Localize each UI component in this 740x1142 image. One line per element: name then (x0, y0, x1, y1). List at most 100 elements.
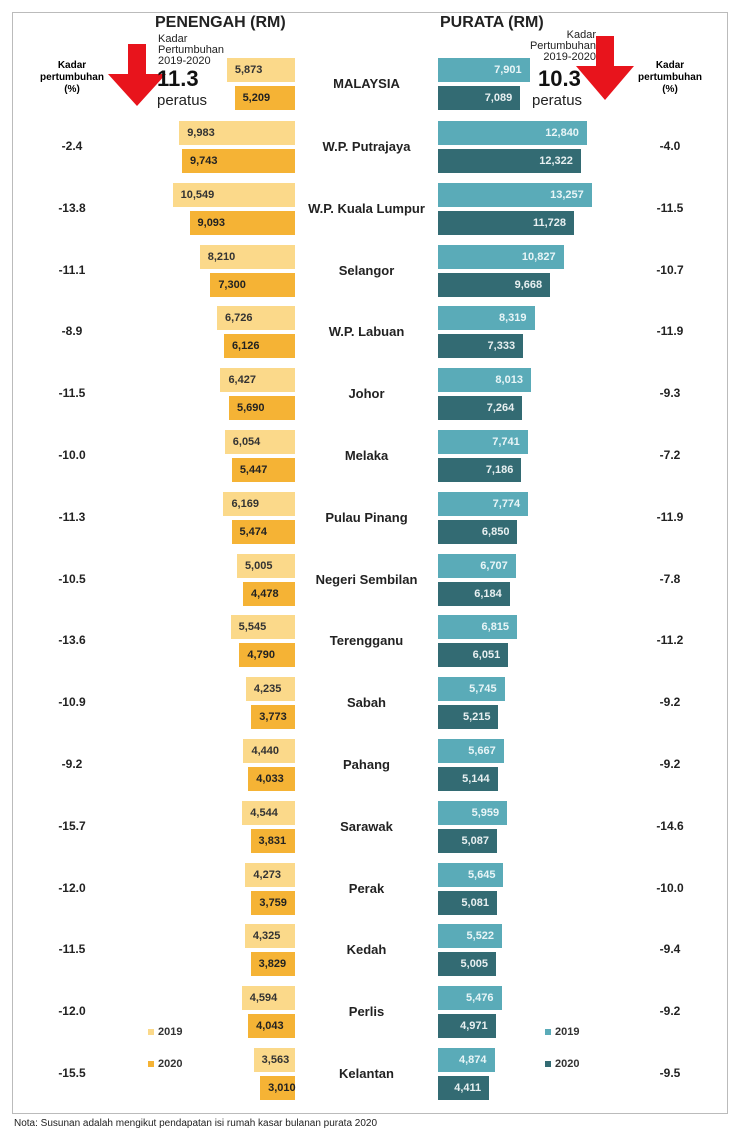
median-2019-bar: 5,005 (236, 553, 295, 578)
category-label: Melaka (344, 448, 389, 463)
mean-2020-bar: 4,411 (438, 1076, 490, 1100)
category-label: Negeri Sembilan (315, 571, 418, 587)
median-2019-bar: 6,169 (223, 491, 295, 516)
legend-swatch (545, 1029, 551, 1036)
category-label: Kelantan (339, 1066, 394, 1081)
median-2020-bar: 3,831 (250, 828, 295, 853)
legend-swatch (148, 1061, 154, 1068)
mean-2019-bar: 8,319 (438, 306, 535, 331)
median-2019-bar: 6,726 (216, 306, 295, 331)
median-2020-bar: 7,300 (210, 272, 295, 297)
median-2019-bar: 4,594 (241, 986, 295, 1011)
mean-2020-bar: 6,850 (438, 519, 518, 544)
category-label: Selangor (338, 262, 395, 278)
growth-header-right: Kadar pertumbuhan (%) (638, 60, 702, 95)
median-growth-value: -13.6 (58, 633, 86, 648)
median-2020-bar: 4,043 (248, 1014, 295, 1039)
mean-growth-value: -10.7 (656, 262, 684, 277)
category-label: Johor (348, 386, 385, 402)
median-2020-bar: 3,759 (251, 890, 295, 915)
mean-2019-bar: 5,476 (438, 986, 502, 1011)
mean-2019-bar: 5,745 (438, 677, 505, 702)
mean-growth-value: -11.9 (656, 509, 684, 524)
mean-growth-value: -10.0 (656, 880, 684, 895)
legend-label: 2020 (555, 1058, 580, 1070)
mean-2020-bar: 7,333 (438, 334, 524, 359)
legend-swatch (148, 1029, 154, 1036)
median-2020-bar: 5,474 (231, 519, 295, 544)
legend-mean-2019: 2019 (545, 1026, 579, 1038)
mean-growth-value: -11.2 (656, 633, 684, 648)
headline-left-unit: peratus (157, 92, 208, 109)
median-2020-bar: 3,010 (260, 1076, 296, 1100)
median-growth-value: -12.0 (58, 880, 86, 895)
median-growth-value: -10.5 (58, 571, 86, 586)
mean-2020-bar: 5,005 (438, 952, 497, 977)
mean-title: PURATA (RM) (440, 14, 544, 31)
headline-left-value: 11.3 (157, 66, 199, 91)
chart-frame (12, 12, 728, 1114)
median-growth-value: -11.1 (58, 262, 86, 277)
mean-2019-bar: 6,707 (438, 553, 516, 578)
legend-label: 2020 (158, 1058, 183, 1070)
mean-growth-value: -9.2 (659, 695, 681, 710)
median-2019-bar: 4,235 (245, 677, 295, 702)
median-growth-value: -15.7 (58, 818, 86, 833)
mean-2020-bar: 11,728 (438, 210, 575, 235)
median-growth-value: -11.3 (58, 509, 86, 524)
median-2020-bar: 5,209 (234, 86, 295, 110)
mean-growth-value: -9.2 (659, 1004, 681, 1019)
legend-swatch (545, 1061, 551, 1068)
mean-growth-value: -11.9 (656, 324, 684, 339)
headline-right-value: 10.3 (538, 66, 581, 91)
mean-growth-value: -9.4 (659, 942, 681, 957)
mean-2019-bar: 10,827 (438, 244, 564, 269)
median-2020-bar: 5,447 (231, 458, 295, 482)
mean-growth-value: -7.8 (659, 571, 681, 586)
mean-growth-value: -7.2 (659, 448, 681, 462)
median-growth-value: -12.0 (58, 1004, 86, 1019)
mean-growth-value: -14.6 (656, 818, 684, 833)
median-2020-bar: 3,773 (251, 705, 295, 730)
median-growth-value: -10.9 (58, 695, 86, 710)
median-growth-value: -11.5 (58, 942, 86, 957)
mean-2019-bar: 8,013 (438, 368, 531, 393)
category-label: Perak (348, 880, 385, 896)
mean-growth-value: -9.3 (659, 386, 681, 401)
median-2019-bar: 10,549 (172, 182, 295, 207)
down-arrow-icon (576, 36, 634, 100)
median-growth-value: -13.8 (58, 200, 86, 215)
median-2019-bar: 4,440 (243, 739, 295, 763)
category-label: MALAYSIA (333, 76, 400, 91)
legend-label: 2019 (555, 1026, 580, 1038)
category-label: Sabah (346, 695, 386, 711)
headline-left-label: Kadar Pertumbuhan 2019-2020 (158, 33, 225, 67)
category-label: Sarawak (340, 818, 393, 834)
mean-2019-bar: 5,667 (438, 739, 504, 763)
median-2019-bar: 3,563 (253, 1048, 295, 1072)
median-2019-bar: 4,325 (244, 924, 295, 949)
category-label: W.P. Kuala Lumpur (308, 200, 425, 216)
category-label: W.P. Putrajaya (322, 139, 411, 154)
median-growth-value: -9.2 (61, 757, 83, 771)
median-growth-value: -8.9 (61, 324, 83, 339)
mean-2019-bar: 5,645 (438, 862, 504, 887)
mean-2019-bar: 7,741 (438, 430, 528, 454)
legend-mean-2020: 2020 (545, 1058, 579, 1070)
median-2019-bar: 9,983 (179, 121, 295, 145)
median-growth-value: -15.5 (58, 1066, 86, 1080)
mean-2020-bar: 12,322 (438, 149, 581, 173)
mean-2020-bar: 6,051 (438, 643, 509, 668)
mean-2020-bar: 9,668 (438, 272, 551, 297)
median-2020-bar: 9,743 (181, 149, 295, 173)
category-label: Pahang (343, 757, 390, 772)
median-2019-bar: 8,210 (199, 244, 295, 269)
mean-2019-bar: 12,840 (438, 121, 587, 145)
median-2020-bar: 5,690 (228, 396, 295, 421)
mean-2019-bar: 5,522 (438, 924, 503, 949)
mean-2020-bar: 6,184 (438, 581, 510, 606)
legend-label: 2019 (158, 1026, 183, 1038)
median-2019-bar: 5,873 (226, 58, 295, 82)
median-2020-bar: 3,829 (250, 952, 295, 977)
